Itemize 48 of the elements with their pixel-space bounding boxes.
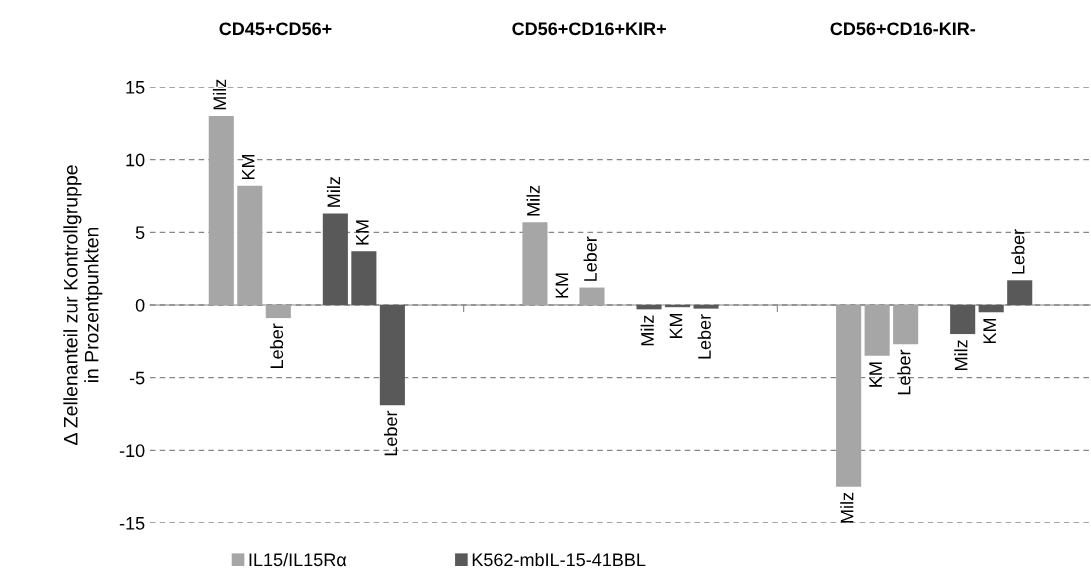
- y-axis-title: Δ Zellenanteil zur Kontrollgruppe in Prozentpunkten: [63, 165, 103, 445]
- legend-label: IL15/IL15Rα: [249, 552, 347, 567]
- bar: [208, 116, 234, 305]
- x-tick-label: Leber: [1011, 229, 1025, 274]
- x-tick-label: KM: [356, 220, 369, 245]
- bar: [379, 305, 405, 406]
- x-tick-label: Leber: [269, 323, 284, 369]
- x-tick-label: KM: [869, 362, 882, 387]
- x-tick-label: Leber: [383, 410, 398, 456]
- x-tick-label: Milz: [212, 79, 226, 110]
- x-tick-label: Leber: [697, 314, 711, 359]
- bar: [978, 305, 1004, 313]
- x-tick-label: KM: [555, 273, 569, 298]
- bar: [322, 213, 348, 305]
- x-tick-label: KM: [983, 318, 996, 344]
- text: CD56+CD16-KIR-: [830, 22, 976, 36]
- y-tick-label: -15: [119, 517, 145, 530]
- bar: [950, 305, 976, 335]
- y-tick-label: 5: [135, 226, 145, 240]
- x-tick-label: Milz: [526, 185, 540, 216]
- y-tick-label: 10: [126, 153, 145, 167]
- x-tick-label: KM: [242, 154, 255, 180]
- y-tick-label: 15: [126, 81, 145, 94]
- x-tick-label: Leber: [583, 236, 597, 281]
- bar: [579, 287, 605, 305]
- bar: [351, 251, 377, 305]
- bar: [893, 305, 919, 345]
- x-tick-label: Milz: [640, 315, 654, 346]
- bar: [522, 222, 548, 305]
- bar: [636, 305, 662, 310]
- y-tick-label: -5: [129, 371, 145, 385]
- bar: [693, 305, 719, 309]
- x-tick-label: Milz: [840, 492, 854, 523]
- bar: [265, 305, 291, 319]
- text: CD45+CD56+: [219, 22, 332, 36]
- legend-label: K562-mbIL-15-41BBL: [472, 552, 646, 567]
- y-tick-label: -10: [119, 444, 145, 458]
- text: CD56+CD16+KIR+: [512, 22, 666, 36]
- x-tick-label: Milz: [954, 340, 968, 370]
- bar: [864, 305, 890, 356]
- x-tick-label: Leber: [897, 349, 911, 395]
- y-tick-label: 0: [135, 298, 145, 312]
- bar: [664, 305, 691, 308]
- bar: [836, 305, 862, 487]
- x-tick-label: KM: [669, 313, 683, 339]
- bar: [1007, 280, 1033, 305]
- x-tick-label: Milz: [326, 177, 341, 207]
- bar: [237, 185, 263, 305]
